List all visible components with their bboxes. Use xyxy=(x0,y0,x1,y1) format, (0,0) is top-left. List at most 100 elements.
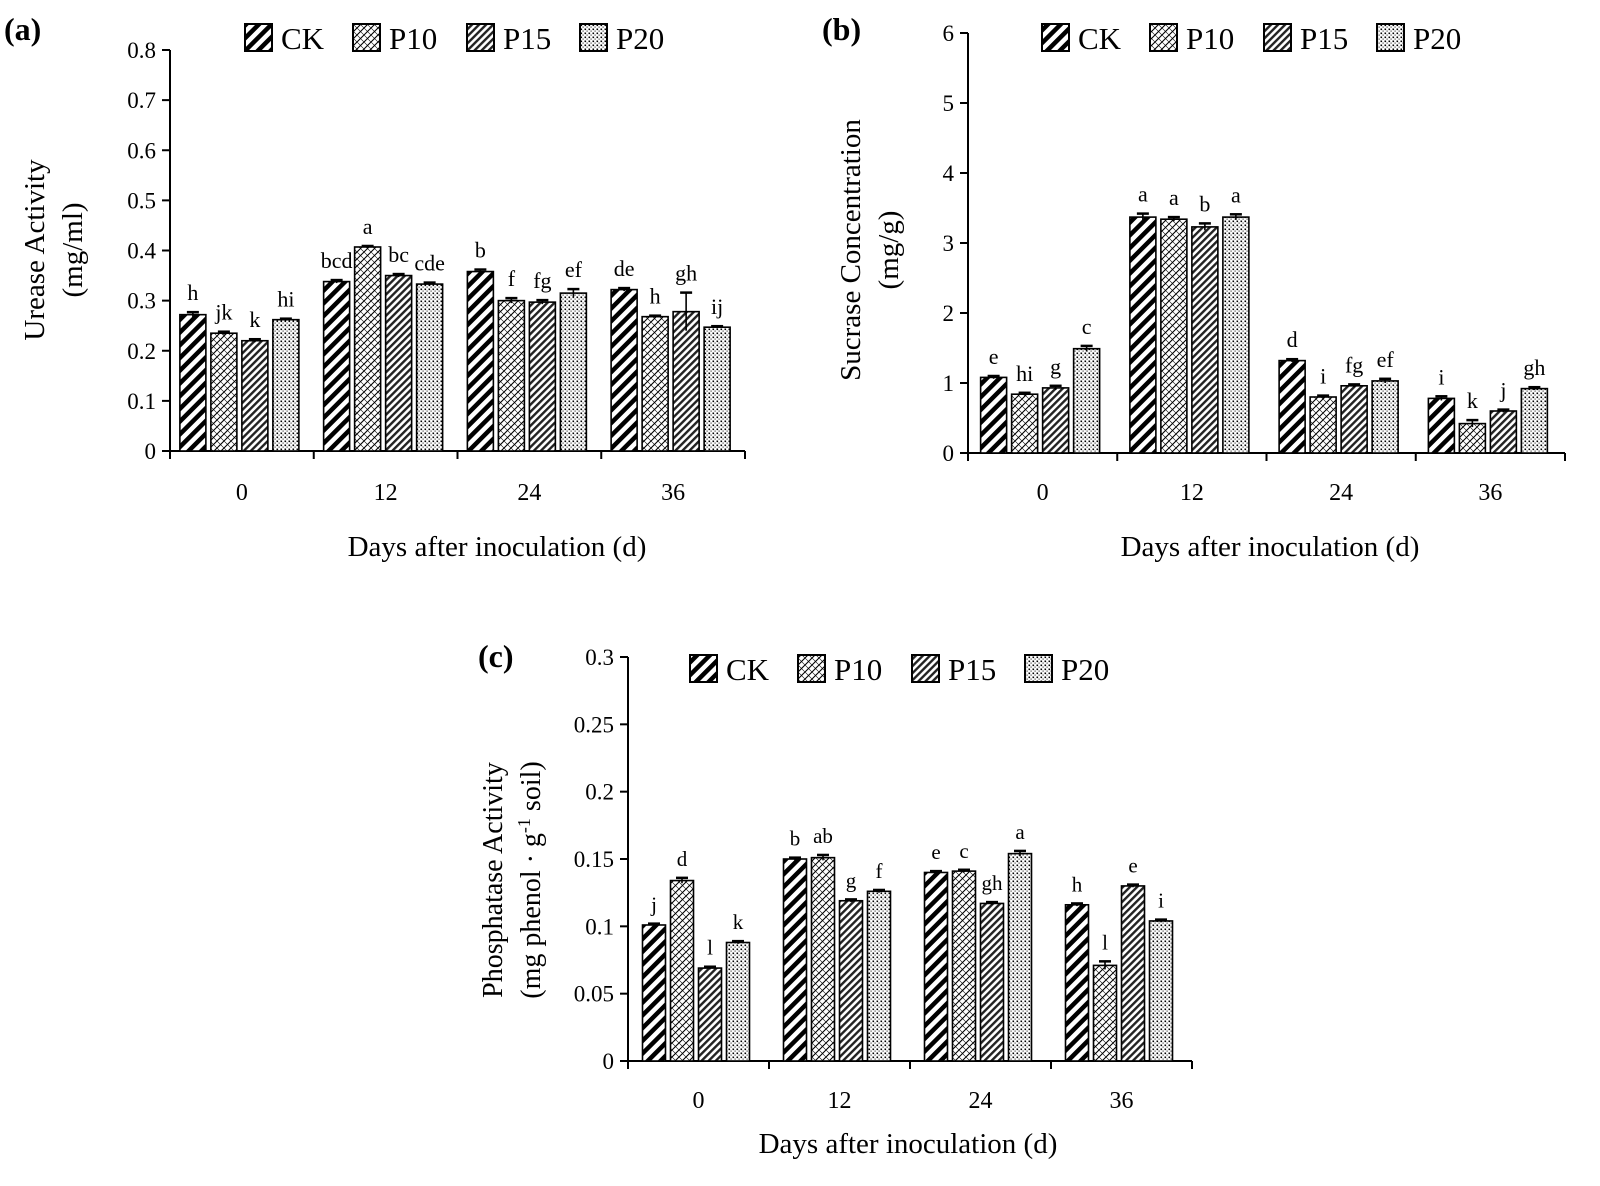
panel-a-bar-p10 xyxy=(641,315,669,452)
panel-c-plot: 0 0.05 0.1 0.15 0.2 0.25 0.3 0 12 24 36 j b e h d ab c l l g… xyxy=(574,645,1193,1114)
panel-c-sig-letter: j xyxy=(650,893,657,917)
panel-a-x-tick-label: 12 xyxy=(374,480,398,506)
panel-c-bar-p15 xyxy=(1120,885,1146,1062)
panel-a-x-tick-label: 36 xyxy=(661,480,685,506)
panel-c-y-tick-label: 0.3 xyxy=(585,645,614,670)
panel-c-legend-swatch-p15 xyxy=(911,654,940,683)
panel-c-y-tick-label: 0 xyxy=(603,1049,615,1074)
panel-a-sig-letter: de xyxy=(614,256,635,281)
panel-c-sig-letter: h xyxy=(1072,872,1083,896)
panel-a-bar-p20 xyxy=(559,292,588,452)
panel-b-bar-ck xyxy=(1129,216,1157,454)
panel-b-x-tick-label: 24 xyxy=(1329,480,1353,506)
panel-b-y-tick-label: 6 xyxy=(943,21,955,46)
panel-b-sig-letter: a xyxy=(1138,182,1148,207)
panel-c-bar-p20 xyxy=(866,890,892,1062)
panel-b-sig-letter: e xyxy=(989,344,999,369)
panel-a-plot: 0 0.1 0.2 0.3 0.4 0.5 0.6 0.7 0.8 0 12 24 36 h bcd b de j… xyxy=(127,38,746,506)
panel-b-x-tick-label: 0 xyxy=(1037,480,1049,506)
panel-c-bar-ck xyxy=(782,858,808,1062)
panel-c-legend-label-p20: P20 xyxy=(1061,652,1109,687)
panel-c-x-tick-label: 36 xyxy=(1110,1088,1134,1114)
panel-a-legend-swatch-p10 xyxy=(352,23,381,52)
panel-b-ylabel-line2: (mg/g) xyxy=(873,211,905,290)
panel-c-y-tick-label: 0.1 xyxy=(585,914,614,939)
panel-a-sig-letter: ij xyxy=(711,294,723,319)
panel-c-bar-p15 xyxy=(697,967,723,1062)
panel-a-sig-letter: hi xyxy=(277,287,294,312)
panel-c-ylabel-tail: soil) xyxy=(516,761,547,818)
panel-b-sig-letter: a xyxy=(1169,185,1179,210)
panel-a-label: (a) xyxy=(4,11,41,47)
panel-b-bar-p15 xyxy=(1489,410,1518,454)
panel-a-bar-p15 xyxy=(241,339,269,452)
panel-a-sig-letter: f xyxy=(508,266,516,291)
panel-c-legend-swatch-p10 xyxy=(797,654,826,683)
panel-c-sig-letter: b xyxy=(790,827,801,851)
panel-a-bar-p20 xyxy=(272,318,300,452)
panel-c-ylabel-sup: -1 xyxy=(514,818,534,833)
panel-a-sig-letter: h xyxy=(187,280,198,305)
panel-b-sig-letter: b xyxy=(1199,191,1210,216)
panel-a-sig-letter: ef xyxy=(565,257,583,282)
panel-b-legend-label-p15: P15 xyxy=(1300,21,1348,56)
panel-a-bar-p15 xyxy=(528,301,557,452)
panel-a-ylabel-line2: (mg/ml) xyxy=(57,202,89,297)
panel-c-bar-p20 xyxy=(725,941,751,1062)
panel-b-bar-p20 xyxy=(1222,216,1250,454)
panel-b-bar-p10 xyxy=(1309,396,1337,454)
panel-c-bar-p10 xyxy=(810,856,836,1062)
panel-c-sig-letter: c xyxy=(959,839,968,863)
panel-b-legend-swatch-p20 xyxy=(1376,23,1405,52)
panel-a: (a) Urease Activity (mg/ml) 0 0.1 0.2 0.3 0.… xyxy=(4,11,746,563)
panel-b-legend-swatch-p10 xyxy=(1149,23,1178,52)
panel-a-legend-label-p20: P20 xyxy=(616,21,664,56)
panel-a-sig-letter: fg xyxy=(533,268,551,293)
panel-b-legend-label-p10: P10 xyxy=(1186,21,1234,56)
panel-b-bar-p20 xyxy=(1520,387,1549,454)
panel-c-legend-swatch-p20 xyxy=(1024,654,1053,683)
panel-c-y-tick-label: 0.25 xyxy=(574,712,614,737)
panel-a-sig-letter: a xyxy=(363,214,373,239)
panel-c-bar-p10 xyxy=(669,879,695,1062)
panel-a-xlabel: Days after inoculation (d) xyxy=(348,531,647,563)
panel-b-y-tick-label: 5 xyxy=(943,91,955,116)
panel-a-bar-p20 xyxy=(415,283,444,452)
panel-a-bar-ck xyxy=(179,313,207,452)
panel-b-y-tick-label: 4 xyxy=(943,161,955,186)
panel-a-sig-letter: k xyxy=(249,307,260,332)
panel-c-legend-label-p10: P10 xyxy=(834,652,882,687)
panel-c-bar-p20 xyxy=(1007,852,1033,1062)
panel-c-ylabel-line1: Phosphatase Activity xyxy=(478,762,509,998)
panel-a-bar-p10 xyxy=(353,246,382,452)
panel-c-sig-letter: e xyxy=(931,840,940,864)
panel-a-y-tick-label: 0.3 xyxy=(127,289,156,314)
panel-a-y-tick-label: 0.8 xyxy=(127,38,156,63)
panel-b-bar-p15 xyxy=(1041,387,1070,454)
panel-b-legend: CK P10 P15 P20 xyxy=(1041,21,1461,56)
panel-a-bar-p10 xyxy=(210,332,238,452)
panel-a-x-tick-label: 0 xyxy=(236,480,248,506)
panel-b-bar-p10 xyxy=(1160,218,1188,454)
panel-b-sig-letter: i xyxy=(1438,364,1444,389)
panel-c-sig-letter: i xyxy=(1158,889,1164,913)
panel-c-sig-letter: gh xyxy=(982,871,1004,895)
panel-a-sig-letter: gh xyxy=(675,261,697,286)
panel-c-bar-p10 xyxy=(951,870,977,1062)
panel-b-legend-swatch-ck xyxy=(1041,23,1070,52)
panel-b-sig-letter: j xyxy=(1499,378,1506,403)
panel-b-legend-label-ck: CK xyxy=(1078,21,1122,56)
panel-b-legend-label-p20: P20 xyxy=(1413,21,1461,56)
panel-b-sig-letter: hi xyxy=(1016,361,1033,386)
panel-c-sig-letter: d xyxy=(677,847,688,871)
panel-b-sig-letter: gh xyxy=(1523,355,1545,380)
panel-b-bar-ck xyxy=(979,376,1008,454)
panel-c-legend-label-ck: CK xyxy=(726,652,770,687)
panel-b-sig-letter: c xyxy=(1082,314,1092,339)
panel-c-sig-letter: l xyxy=(707,936,713,960)
panel-c-bar-p15 xyxy=(838,899,864,1062)
panel-b-x-tick-label: 36 xyxy=(1478,480,1502,506)
panel-b-bar-p20 xyxy=(1371,380,1399,454)
panel-a-legend-swatch-p20 xyxy=(579,23,608,52)
panel-a-ylabel-line1: Urease Activity xyxy=(19,159,51,341)
